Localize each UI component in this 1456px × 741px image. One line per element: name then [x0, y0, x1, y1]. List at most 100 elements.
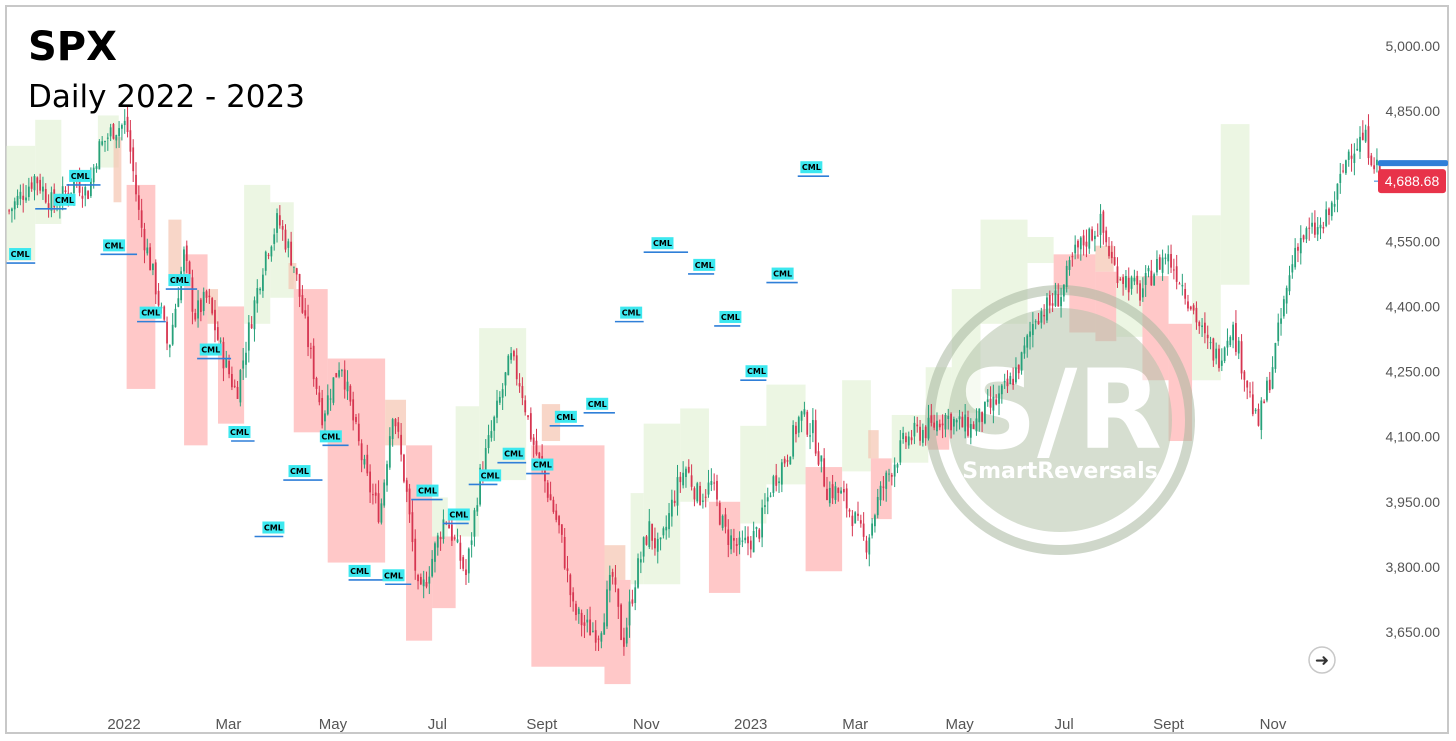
cml-tag-label: CML [71, 172, 90, 181]
candle-body [1020, 352, 1023, 371]
candle-body [938, 423, 941, 428]
candle-body [1139, 283, 1141, 301]
zone-green [680, 408, 709, 502]
cml-tag-label: CML [802, 163, 821, 172]
candle-body [995, 399, 998, 405]
cml-tag-label: CML [481, 471, 500, 480]
candle-body [1099, 213, 1102, 235]
candle-body [33, 176, 36, 191]
x-tick-label: May [319, 716, 348, 733]
candle-body [476, 505, 479, 512]
candle-body [575, 603, 577, 616]
candle-body [386, 464, 388, 486]
candle-body [1347, 151, 1350, 160]
candle-body [126, 116, 129, 133]
candle-body [149, 247, 152, 271]
candle-body [690, 475, 693, 487]
cml-tag [554, 410, 577, 423]
candle-body [22, 195, 25, 200]
candle-body [233, 385, 236, 387]
x-tick-label: Mar [842, 716, 868, 733]
candle-body [307, 316, 309, 348]
candle-body [1342, 170, 1344, 172]
candle-body [19, 191, 22, 199]
candle-body [1060, 297, 1062, 307]
candle-body [1110, 251, 1113, 259]
x-tick-label: Mar [216, 716, 242, 733]
candle-body [984, 401, 986, 424]
candle-body [329, 398, 332, 400]
candle-body [42, 186, 44, 192]
cml-tag [586, 397, 609, 410]
candle-body [262, 274, 264, 291]
zone-red [406, 445, 433, 641]
candle-body [969, 424, 972, 438]
candle-body [1294, 247, 1297, 268]
candle-body [687, 466, 690, 473]
candle-body [36, 177, 39, 184]
candle-body [992, 396, 995, 411]
candle-body [1215, 348, 1218, 359]
candle-body [614, 577, 617, 585]
candle-body [1274, 343, 1277, 369]
zone-orange [1095, 245, 1114, 272]
cml-tag-label: CML [201, 346, 220, 355]
candle-body [789, 456, 792, 465]
candle-body [871, 523, 874, 536]
candle-body [710, 481, 713, 485]
candle-body [366, 454, 369, 474]
candle-body [637, 558, 639, 588]
candle-body [355, 416, 357, 422]
candle-body [1068, 260, 1071, 270]
candle-body [1017, 364, 1020, 374]
candle-body [304, 310, 307, 316]
candle-body [372, 494, 374, 496]
candle-body [1271, 367, 1274, 389]
candle-body [549, 494, 552, 501]
cml-tag [288, 465, 311, 478]
cml-tag [771, 267, 794, 280]
cml-tag [69, 169, 92, 182]
scroll-right-button[interactable]: ➜ [1308, 646, 1336, 674]
candle-body [730, 535, 732, 550]
candle-body [422, 579, 425, 587]
candle-body [380, 503, 383, 523]
candle-body [163, 306, 166, 320]
candle-body [1336, 183, 1339, 200]
candle-body [436, 535, 439, 548]
cml-tag [9, 248, 32, 261]
candle-body [1285, 287, 1288, 304]
candle-body [183, 249, 185, 272]
zone-green [1027, 236, 1054, 264]
candle-body [256, 288, 259, 304]
candle-body [1192, 305, 1195, 311]
candle-body [820, 455, 823, 462]
candle-body [101, 141, 104, 145]
cml-tag-label: CML [141, 309, 160, 318]
candle-body [896, 464, 899, 468]
candle-body [747, 536, 749, 544]
candle-body [905, 436, 907, 443]
candle-body [1299, 237, 1302, 254]
cml-tag [479, 469, 502, 482]
candle-body [1311, 222, 1313, 227]
candle-body [735, 544, 738, 546]
candle-body [532, 437, 535, 445]
candle-body [267, 254, 270, 256]
candle-body [360, 443, 363, 461]
candle-body [1119, 279, 1122, 281]
candle-body [467, 548, 470, 574]
candle-body [888, 473, 890, 475]
candle-body [919, 426, 921, 441]
candle-body [744, 537, 747, 541]
candle-body [442, 519, 445, 540]
candle-body [733, 538, 735, 541]
candle-body [972, 424, 975, 429]
candle-body [803, 409, 806, 415]
candle-body [250, 324, 253, 329]
candle-body [809, 435, 811, 437]
x-tick-label: 2023 [734, 716, 767, 733]
candle-body [879, 485, 882, 501]
candle-body [907, 436, 910, 446]
candle-body [405, 480, 408, 492]
